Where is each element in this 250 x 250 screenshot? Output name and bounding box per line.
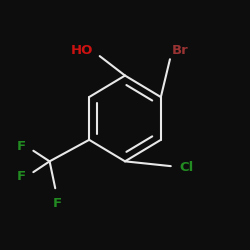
Text: F: F — [52, 197, 62, 210]
Text: F: F — [17, 170, 26, 183]
Text: Cl: Cl — [180, 160, 194, 173]
Text: F: F — [17, 140, 26, 152]
Text: HO: HO — [70, 44, 93, 57]
Text: Br: Br — [172, 44, 189, 57]
